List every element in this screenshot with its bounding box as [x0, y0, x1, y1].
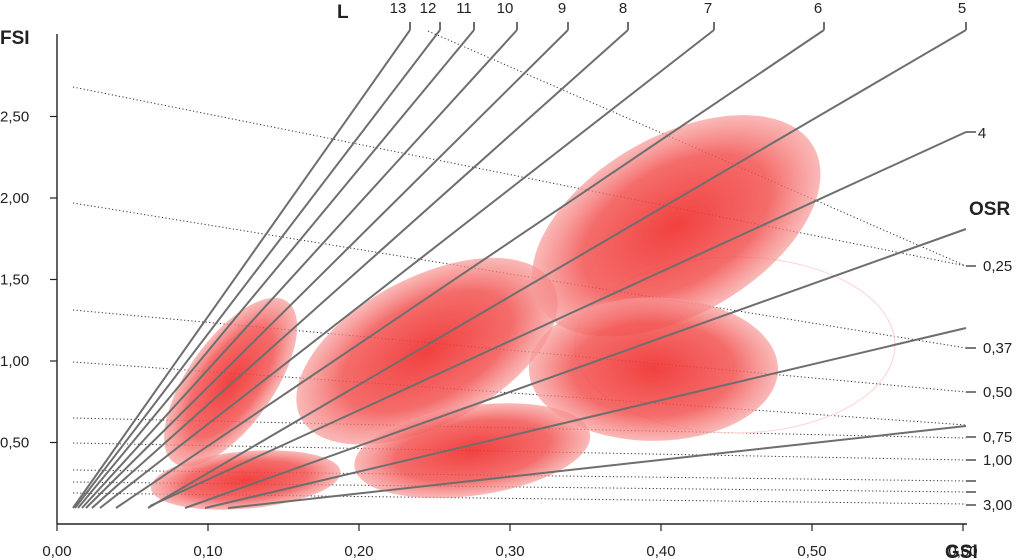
y-tick-label: 2,50 [0, 109, 29, 126]
osr-label: 1,00 [983, 452, 1012, 469]
layer-ray [204, 327, 967, 509]
layer-rays-layer [72, 22, 976, 509]
layer-ray [81, 29, 518, 509]
layer-ray [85, 29, 569, 509]
x-tick-label: 0,60 [948, 543, 977, 560]
layer-ray [99, 29, 715, 509]
osr-line [72, 492, 967, 505]
density-cluster [528, 297, 779, 441]
x-tick-label: 0,00 [42, 543, 71, 560]
x-tick-label: 0,50 [797, 543, 826, 560]
layer-ray [227, 425, 967, 509]
layer-label: 13 [390, 0, 407, 17]
osr-line [72, 481, 967, 493]
osr-label: 3,00 [983, 497, 1012, 514]
layer-label: 7 [704, 0, 712, 17]
layer-ray [91, 29, 629, 509]
x-tick-label: 0,30 [495, 543, 524, 560]
density-cluster [296, 257, 558, 445]
osr-label: 0,25 [983, 258, 1012, 275]
y-tick-label: 0,50 [0, 435, 29, 452]
layer-ray [184, 228, 967, 509]
osr-title: OSR [969, 199, 1010, 220]
layer-label: 12 [420, 0, 437, 17]
clusters-layer [150, 115, 896, 510]
y-tick-label: 1,50 [0, 272, 29, 289]
osr-line [72, 361, 967, 426]
layer-ray [149, 131, 967, 507]
osr-line [427, 30, 967, 267]
layer-label: 5 [958, 0, 966, 17]
layers-title: L [337, 2, 349, 23]
x-axis-title: GSI [945, 542, 978, 560]
layer-ray [74, 29, 441, 509]
density-cluster [531, 115, 821, 337]
x-tick-label: 0,10 [193, 543, 222, 560]
layer-ray [77, 29, 475, 509]
density-cluster [164, 297, 298, 467]
layer-ray [72, 29, 411, 509]
layer-label: 10 [497, 0, 514, 17]
layer-label: 6 [814, 0, 822, 17]
x-tick-label: 0,20 [344, 543, 373, 560]
osr-label: 0,75 [983, 429, 1012, 446]
density-cluster [150, 450, 341, 510]
y-axis-title: FSI [0, 28, 30, 49]
x-tick-label: 0,40 [646, 543, 675, 560]
layer-ray [115, 29, 825, 509]
layer-label: 11 [456, 0, 472, 17]
layer-label: 4 [978, 125, 986, 142]
layer-label: 9 [558, 0, 566, 17]
layer-ray [147, 29, 967, 509]
osr-label: 0,37 [983, 340, 1012, 357]
y-tick-label: 2,00 [0, 190, 29, 207]
layer-label: 8 [619, 0, 627, 17]
osr-line [72, 86, 967, 267]
osr-label: 0,50 [983, 384, 1012, 401]
y-tick-label: 1,00 [0, 353, 29, 370]
